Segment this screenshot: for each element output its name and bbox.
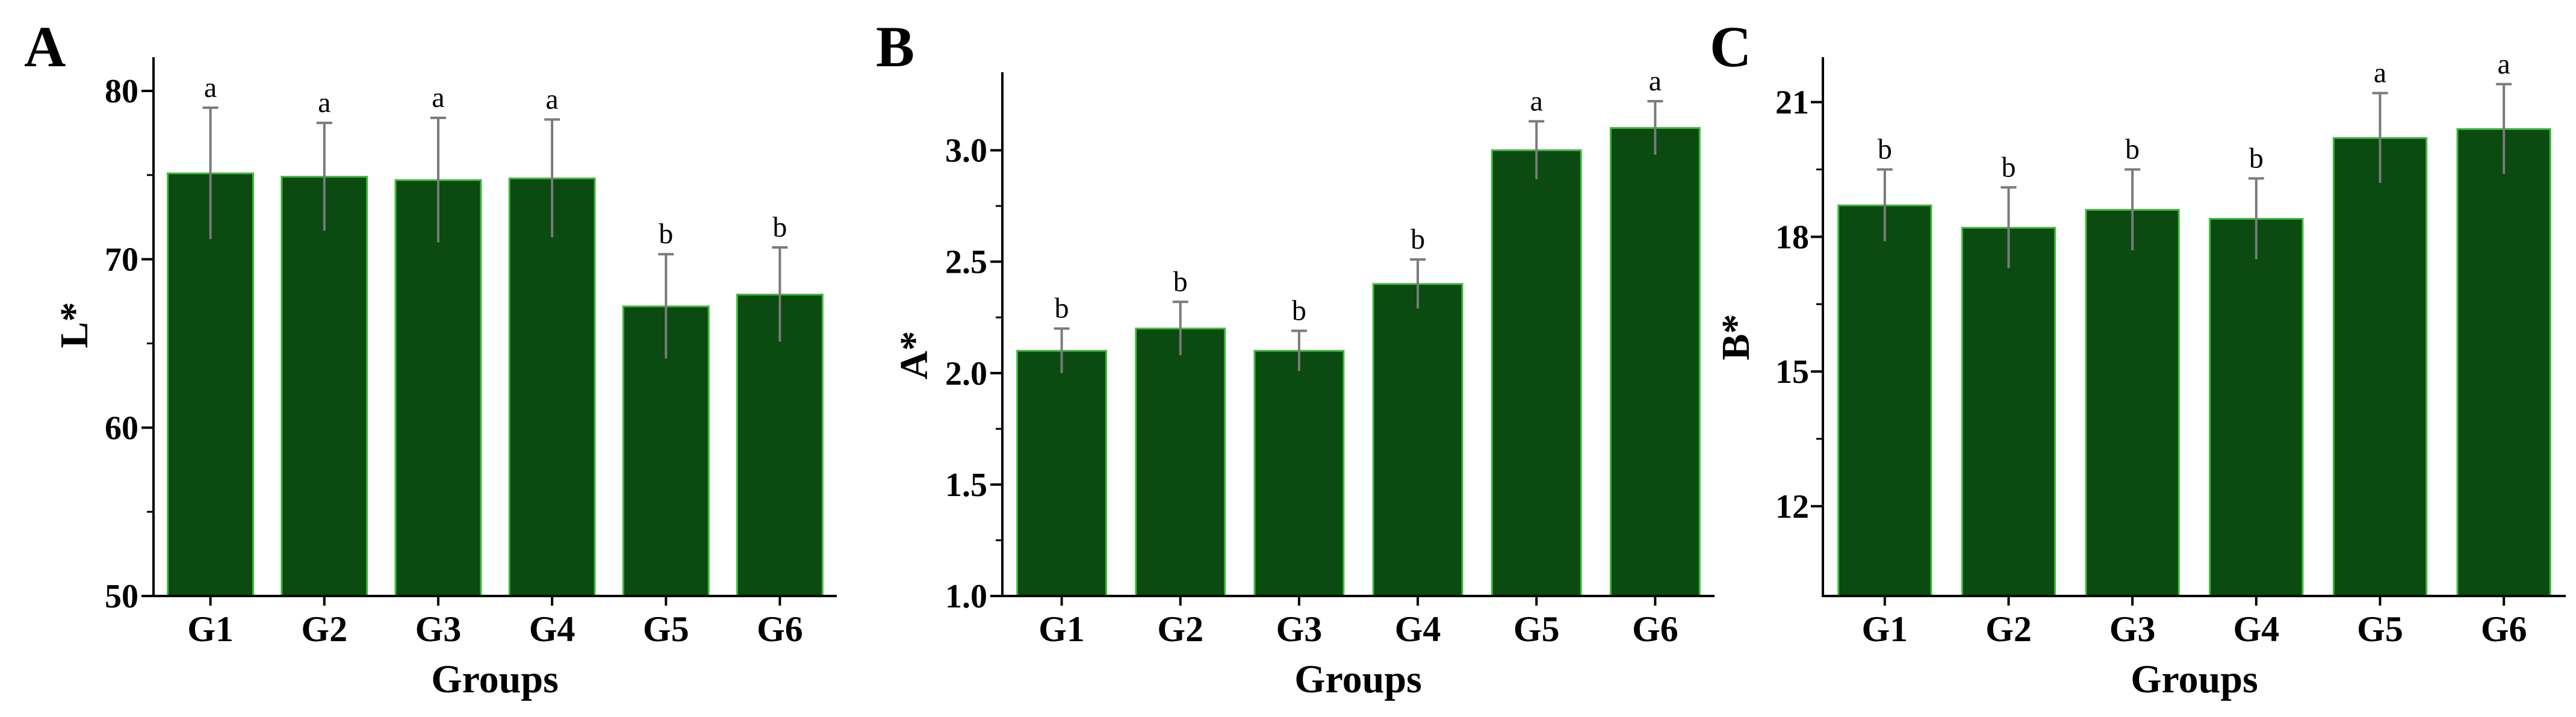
y-tick-label: 2.5 [945, 244, 987, 281]
y-axis-title: B* [1714, 314, 1758, 360]
x-tick-label: G4 [529, 609, 576, 649]
significance-label: b [2002, 151, 2016, 183]
significance-label: b [1173, 265, 1188, 297]
significance-label: a [2374, 57, 2386, 89]
error-bar [1172, 300, 1188, 356]
significance-label: b [772, 211, 787, 243]
error-bar [1647, 100, 1663, 155]
x-tick-label: G2 [1157, 609, 1203, 649]
x-tick-label: G3 [2109, 609, 2156, 649]
y-tick-label: 60 [105, 409, 138, 447]
x-tick-label: G5 [643, 609, 689, 649]
error-bar [202, 106, 219, 240]
bar-g6 [1609, 127, 1701, 597]
significance-label: b [1292, 294, 1306, 326]
x-tick-label: G2 [301, 609, 347, 649]
x-axis-title: Groups [1294, 657, 1422, 701]
bar-g3 [2085, 209, 2180, 597]
error-bar [1529, 120, 1545, 179]
x-tick-label: G3 [415, 609, 462, 649]
error-bar [544, 118, 560, 238]
y-tick-label: 1.5 [945, 467, 987, 504]
x-tick-label: G6 [2481, 609, 2527, 649]
bar-g4 [508, 177, 596, 597]
panel-letter: B [876, 14, 914, 79]
error-bar [772, 246, 788, 342]
bar-g3 [394, 179, 482, 597]
error-bar [1876, 168, 1893, 241]
panel-letter: C [1710, 14, 1751, 79]
y-axis-title: L* [52, 302, 96, 348]
error-bar [2372, 92, 2388, 183]
significance-label: a [1649, 65, 1662, 97]
bar-g4 [2209, 218, 2304, 597]
y-tick-label: 1.0 [945, 578, 987, 615]
error-bar [430, 116, 446, 243]
panel-a: A L* Groups a G1 a G2 a G3 a G4 b G5 b G6 50 60 70 80 [24, 14, 837, 701]
y-tick-label: 50 [105, 578, 138, 615]
significance-label: a [545, 83, 558, 115]
significance-label: b [659, 218, 673, 250]
x-tick-label: G3 [1276, 609, 1323, 649]
error-bar [2000, 186, 2017, 268]
bar-g2 [281, 176, 368, 597]
bar-g1 [167, 172, 255, 597]
y-tick-label: 3.0 [945, 132, 987, 170]
significance-label: a [204, 72, 217, 104]
significance-label: b [2125, 133, 2140, 165]
significance-label: b [1055, 293, 1069, 324]
significance-label: b [1411, 223, 1425, 255]
x-tick-label: G1 [1038, 609, 1085, 649]
x-tick-label: G6 [1632, 609, 1678, 649]
error-bar [1410, 258, 1426, 309]
significance-label: a [2498, 48, 2510, 80]
bar-g3 [1253, 350, 1345, 597]
bar-g1 [1016, 350, 1108, 597]
y-tick-label: 2.0 [945, 355, 987, 393]
x-tick-label: G4 [1395, 609, 1441, 649]
error-bar [1291, 329, 1307, 371]
significance-label: b [2249, 142, 2264, 174]
x-axis-title: Groups [431, 657, 559, 701]
bar-g2 [1961, 226, 2056, 597]
x-tick-label: G1 [187, 609, 234, 649]
x-tick-label: G5 [1513, 609, 1560, 649]
error-bar [316, 122, 332, 231]
x-tick-label: G2 [1985, 609, 2032, 649]
x-axis-title: Groups [2131, 657, 2258, 701]
error-bar [2124, 168, 2141, 250]
bar-g5 [2332, 137, 2428, 597]
y-tick-label: 80 [105, 73, 138, 110]
error-bar [1054, 327, 1070, 373]
x-tick-label: G4 [2233, 609, 2279, 649]
significance-label: a [1530, 85, 1543, 117]
panel-b: B A* Groups b G1 b G2 b G3 b G4 a G5 a G6 1.0 1.5 2.0 2… [876, 14, 1715, 701]
x-tick-label: G5 [2357, 609, 2403, 649]
bar-g4 [1372, 283, 1463, 597]
y-axis-title: A* [892, 331, 936, 380]
bar-g6 [736, 293, 824, 597]
panel-letter: A [24, 14, 66, 79]
y-tick-label: 70 [105, 241, 138, 279]
error-bar [2496, 82, 2512, 174]
y-tick-label: 15 [1775, 353, 1809, 391]
bar-g2 [1135, 327, 1226, 597]
error-bar [2248, 177, 2264, 259]
x-tick-label: G1 [1861, 609, 1908, 649]
y-tick-label: 18 [1775, 219, 1809, 256]
significance-label: a [318, 87, 331, 119]
panel-c: C B* Groups b G1 b G2 b G3 b G4 a G5 a G6 12 15 18 21 [1710, 14, 2566, 701]
significance-label: b [1878, 133, 1892, 165]
significance-label: a [432, 82, 444, 114]
x-tick-label: G6 [757, 609, 803, 649]
bar-g1 [1837, 204, 1932, 597]
y-tick-label: 12 [1775, 488, 1809, 526]
error-bar [658, 253, 674, 359]
bar-g6 [2456, 128, 2551, 597]
y-tick-label: 21 [1775, 84, 1809, 122]
bar-g5 [1491, 149, 1582, 597]
